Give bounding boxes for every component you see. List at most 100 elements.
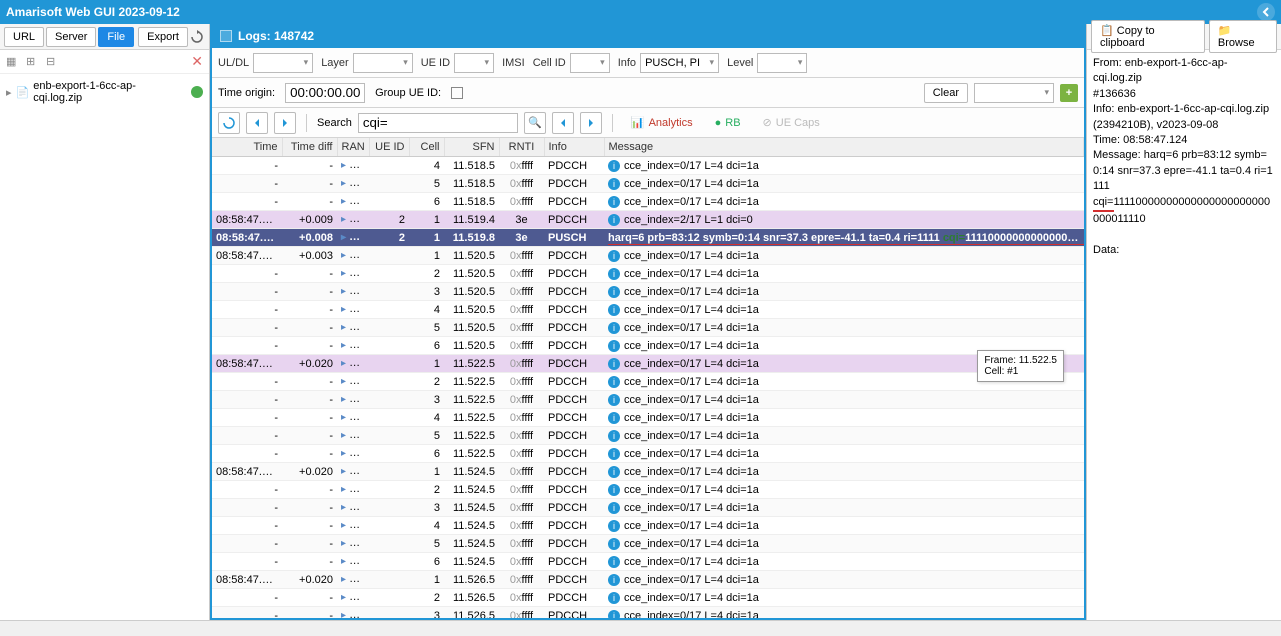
- uecaps-button[interactable]: ⊘ UE Caps: [755, 114, 828, 131]
- detail-info-value: enb-export-1-6cc-ap-cqi.log.zip (2394210…: [1093, 103, 1269, 130]
- search-prev-icon[interactable]: [552, 112, 574, 134]
- copy-label: Copy to clipboard: [1100, 25, 1155, 49]
- col-time[interactable]: Time: [212, 138, 282, 157]
- group-ueid-checkbox[interactable]: [451, 87, 463, 99]
- log-grid-wrap[interactable]: Time Time diff RAN UE ID Cell SFN RNTI I…: [212, 138, 1084, 618]
- log-row[interactable]: --▸ PHY311.522.50xffffPDCCHicce_index=0/…: [212, 391, 1084, 409]
- clear-button[interactable]: Clear: [924, 83, 968, 103]
- level-select[interactable]: [757, 53, 807, 73]
- detail-panel: 📋 Copy to clipboard 📁 Browse From: enb-e…: [1086, 24, 1281, 620]
- tree-file-label: enb-export-1-6cc-ap-cqi.log.zip: [33, 80, 183, 104]
- binoculars-icon[interactable]: 🔍: [524, 112, 546, 134]
- log-row[interactable]: --▸ PHY511.522.50xffffPDCCHicce_index=0/…: [212, 427, 1084, 445]
- log-row[interactable]: 08:58:47.116+0.009▸ PHY2111.519.43ePDCCH…: [212, 211, 1084, 229]
- imsi-label: IMSI: [502, 57, 525, 69]
- log-row[interactable]: 08:58:47.187+0.020▸ PHY111.526.50xffffPD…: [212, 571, 1084, 589]
- info-select[interactable]: PUSCH, PI: [640, 53, 719, 73]
- export-button[interactable]: Export: [138, 27, 188, 47]
- col-rnti[interactable]: RNTI: [499, 138, 544, 157]
- preset-select[interactable]: [974, 83, 1054, 103]
- detail-info-label: Info:: [1093, 103, 1117, 115]
- log-row[interactable]: --▸ PHY511.518.50xffffPDCCHicce_index=0/…: [212, 175, 1084, 193]
- col-info[interactable]: Info: [544, 138, 604, 157]
- detail-body: From: enb-export-1-6cc-ap-cqi.log.zip #1…: [1087, 50, 1281, 620]
- ueid-label: UE ID: [421, 57, 450, 69]
- from-label: From:: [1093, 57, 1125, 69]
- tab-file[interactable]: File: [98, 27, 134, 47]
- document-icon: 📄: [16, 86, 30, 99]
- log-row[interactable]: 08:58:47.167+0.020▸ PHY111.524.50xffffPD…: [212, 463, 1084, 481]
- col-ran[interactable]: RAN: [337, 138, 369, 157]
- detail-toolbar: 📋 Copy to clipboard 📁 Browse: [1087, 24, 1281, 50]
- log-row[interactable]: 08:58:47.127+0.003▸ PHY111.520.50xffffPD…: [212, 247, 1084, 265]
- col-cell[interactable]: Cell: [409, 138, 444, 157]
- detail-time-value: 08:58:47.124: [1123, 134, 1187, 146]
- uldl-select[interactable]: [253, 53, 313, 73]
- add-preset-icon[interactable]: +: [1060, 84, 1078, 102]
- log-row[interactable]: 08:58:47.124+0.008▸ PHY2111.519.83ePUSCH…: [212, 229, 1084, 247]
- layer-select[interactable]: [353, 53, 413, 73]
- tree-file-item[interactable]: ▸ 📄 enb-export-1-6cc-ap-cqi.log.zip: [6, 78, 203, 106]
- logs-title: Logs: 148742: [238, 29, 314, 43]
- collapse-left-icon[interactable]: [1257, 3, 1275, 21]
- file-tree-icon[interactable]: ▦: [6, 55, 20, 69]
- detail-id: #136636: [1093, 87, 1275, 102]
- log-row[interactable]: --▸ PHY611.522.50xffffPDCCHicce_index=0/…: [212, 445, 1084, 463]
- search-next-icon[interactable]: [580, 112, 602, 134]
- tab-server[interactable]: Server: [46, 27, 96, 47]
- bottom-scrollbar[interactable]: [0, 620, 1281, 636]
- tab-url[interactable]: URL: [4, 27, 44, 47]
- prev-page-icon[interactable]: [246, 112, 268, 134]
- info-label: Info: [618, 57, 636, 69]
- log-row[interactable]: --▸ PHY511.524.50xffffPDCCHicce_index=0/…: [212, 535, 1084, 553]
- cellid-select[interactable]: [570, 53, 610, 73]
- left-panel: URL Server File Export ▦ ⊞ ⊟ ✕ ▸ 📄 enb: [0, 24, 210, 620]
- copy-clipboard-button[interactable]: 📋 Copy to clipboard: [1091, 20, 1205, 53]
- ueid-select[interactable]: [454, 53, 494, 73]
- col-ueid[interactable]: UE ID: [369, 138, 409, 157]
- log-row[interactable]: --▸ PHY211.526.50xffffPDCCHicce_index=0/…: [212, 589, 1084, 607]
- browse-label: Browse: [1218, 37, 1255, 49]
- log-row[interactable]: --▸ PHY611.524.50xffffPDCCHicce_index=0/…: [212, 553, 1084, 571]
- rb-button[interactable]: ● RB: [707, 115, 749, 131]
- triangle-icon: ▸: [6, 86, 12, 99]
- grid-header-row: Time Time diff RAN UE ID Cell SFN RNTI I…: [212, 138, 1084, 157]
- next-page-icon[interactable]: [274, 112, 296, 134]
- log-row[interactable]: --▸ PHY611.520.50xffffPDCCHicce_index=0/…: [212, 337, 1084, 355]
- file-tree: ▸ 📄 enb-export-1-6cc-ap-cqi.log.zip: [0, 74, 209, 620]
- group-ueid-label: Group UE ID:: [375, 87, 441, 99]
- log-row[interactable]: --▸ PHY511.520.50xffffPDCCHicce_index=0/…: [212, 319, 1084, 337]
- log-row[interactable]: --▸ PHY311.526.50xffffPDCCHicce_index=0/…: [212, 607, 1084, 619]
- analytics-button[interactable]: 📊 Analytics: [623, 114, 701, 131]
- expand-icon[interactable]: ⊞: [26, 55, 40, 69]
- time-origin-input[interactable]: [285, 83, 365, 103]
- logs-title-bar: Logs: 148742: [212, 24, 1084, 48]
- log-row[interactable]: --▸ PHY411.524.50xffffPDCCHicce_index=0/…: [212, 517, 1084, 535]
- logs-panel: Logs: 148742 UL/DL Layer UE ID IMSI Cell…: [210, 24, 1086, 620]
- search-input[interactable]: [358, 113, 518, 133]
- log-row[interactable]: --▸ PHY411.520.50xffffPDCCHicce_index=0/…: [212, 301, 1084, 319]
- col-msg[interactable]: Message: [604, 138, 1084, 157]
- detail-time-label: Time:: [1093, 134, 1123, 146]
- log-row[interactable]: --▸ PHY311.520.50xffffPDCCHicce_index=0/…: [212, 283, 1084, 301]
- col-diff[interactable]: Time diff: [282, 138, 337, 157]
- log-row[interactable]: --▸ PHY311.524.50xffffPDCCHicce_index=0/…: [212, 499, 1084, 517]
- status-ok-icon: [191, 86, 203, 98]
- log-row[interactable]: --▸ PHY411.518.50xffffPDCCHicce_index=0/…: [212, 157, 1084, 175]
- close-icon[interactable]: ✕: [191, 53, 203, 70]
- col-sfn[interactable]: SFN: [444, 138, 499, 157]
- tooltip-frame: Frame: 11.522.5: [984, 355, 1057, 366]
- logs-icon: [220, 30, 232, 42]
- log-row[interactable]: 08:58:47.147+0.020▸ PHY111.522.50xffffPD…: [212, 355, 1084, 373]
- collapse-icon[interactable]: ⊟: [46, 55, 60, 69]
- log-row[interactable]: --▸ PHY411.522.50xffffPDCCHicce_index=0/…: [212, 409, 1084, 427]
- refresh-icon[interactable]: [190, 29, 205, 45]
- hover-tooltip: Frame: 11.522.5 Cell: #1: [977, 350, 1064, 382]
- log-row[interactable]: --▸ PHY211.524.50xffffPDCCHicce_index=0/…: [212, 481, 1084, 499]
- time-origin-label: Time origin:: [218, 87, 275, 99]
- log-row[interactable]: --▸ PHY611.518.50xffffPDCCHicce_index=0/…: [212, 193, 1084, 211]
- log-row[interactable]: --▸ PHY211.520.50xffffPDCCHicce_index=0/…: [212, 265, 1084, 283]
- log-row[interactable]: --▸ PHY211.522.50xffffPDCCHicce_index=0/…: [212, 373, 1084, 391]
- reload-icon[interactable]: [218, 112, 240, 134]
- browse-button[interactable]: 📁 Browse: [1209, 20, 1277, 53]
